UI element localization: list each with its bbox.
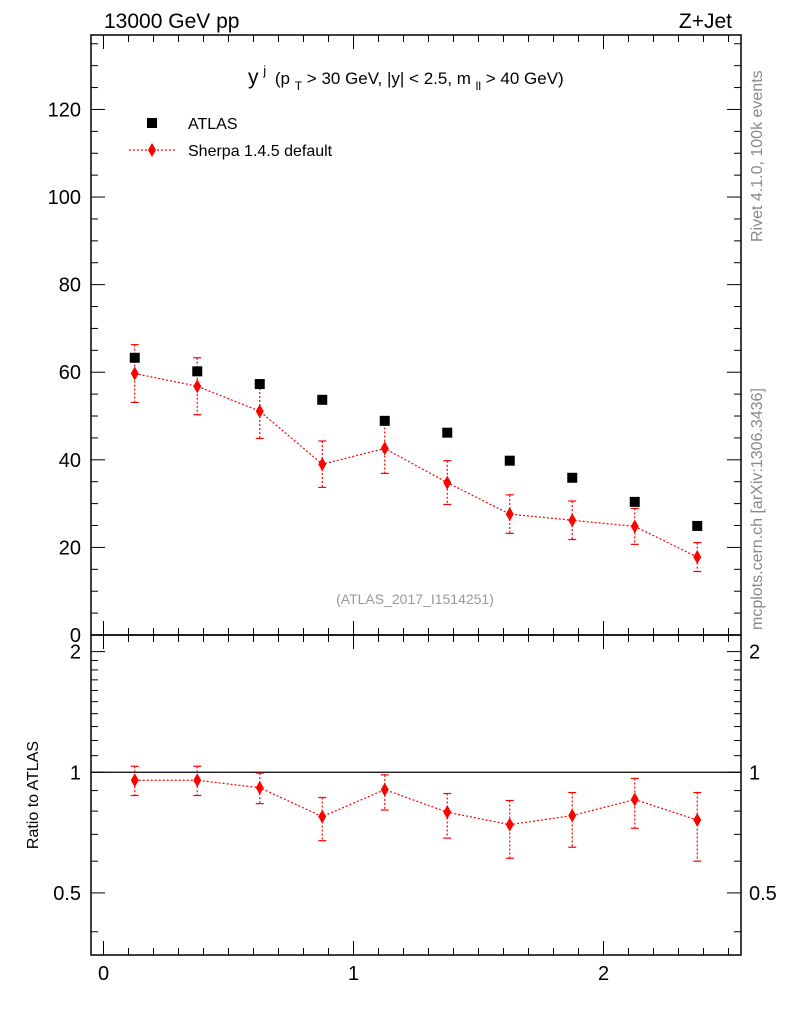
data-point — [129, 352, 140, 363]
data-point — [568, 513, 577, 528]
ratio-tick-label-right: 0.5 — [749, 883, 777, 905]
data-point — [630, 519, 639, 534]
legend-sherpa-label: Sherpa 1.4.5 default — [188, 143, 333, 160]
title-T: T — [295, 79, 303, 93]
data-point — [504, 455, 515, 466]
header-right: Z+Jet — [679, 10, 732, 33]
data-point — [318, 457, 327, 472]
title-p: (p — [275, 69, 290, 88]
rivet-label: Rivet 4.1.0, 100k events — [749, 70, 766, 242]
legend-atlas-label: ATLAS — [188, 116, 238, 133]
data-point — [192, 366, 203, 377]
ratio-sherpa-series — [130, 765, 702, 862]
source-label: mcplots.cern.ch [arXiv:1306.3436] — [749, 388, 766, 630]
x-tick-label: 2 — [598, 963, 609, 985]
ratio-y-ticks: 0.5 0.5 1 1 2 2 — [53, 642, 777, 933]
data-point — [629, 496, 640, 507]
y-tick-label: 120 — [48, 99, 81, 121]
ratio-tick-label-left: 1 — [70, 762, 81, 784]
legend: ATLAS Sherpa 1.4.5 default — [129, 116, 333, 160]
y-tick-label: 100 — [48, 187, 81, 209]
data-point — [567, 472, 578, 483]
data-point — [443, 805, 452, 820]
data-point — [380, 782, 389, 797]
data-point — [380, 441, 389, 456]
data-point — [255, 780, 264, 795]
x-tick-label: 0 — [98, 963, 109, 985]
data-point — [130, 773, 139, 788]
main-atlas-series — [129, 352, 703, 531]
legend-atlas-marker — [147, 118, 157, 128]
data-point — [442, 427, 453, 438]
series-line — [134, 779, 698, 826]
title-mid: > 30 GeV, |y| < 2.5, m — [307, 69, 471, 88]
data-point — [692, 520, 703, 531]
data-point — [317, 394, 328, 405]
data-point — [505, 817, 514, 832]
data-point — [193, 379, 202, 394]
data-point — [505, 507, 514, 522]
y-tick-label: 60 — [59, 362, 81, 384]
data-point — [193, 773, 202, 788]
data-point — [255, 404, 264, 419]
data-point — [254, 379, 265, 390]
data-point — [630, 792, 639, 807]
data-point — [693, 550, 702, 565]
main-title: y j (p T > 30 GeV, |y| < 2.5, m ll > 40 … — [248, 60, 564, 94]
ratio-ylabel: Ratio to ATLAS — [25, 741, 42, 849]
y-tick-label: 0 — [70, 625, 81, 647]
main-y-ticks: 0 20 40 60 80 100 120 — [48, 43, 741, 647]
y-tick-label: 40 — [59, 450, 81, 472]
ratio-tick-label-right: 1 — [749, 762, 760, 784]
ratio-panel-frame — [90, 634, 742, 956]
x-tick-label: 1 — [348, 963, 359, 985]
data-point — [693, 813, 702, 828]
data-point — [568, 808, 577, 823]
title-ll: ll — [476, 79, 481, 93]
ratio-tick-label-right: 2 — [749, 642, 760, 664]
data-point — [130, 366, 139, 381]
main-sherpa-series — [130, 344, 702, 573]
analysis-watermark: (ATLAS_2017_I1514251) — [336, 591, 494, 607]
data-point — [443, 475, 452, 490]
data-point — [379, 415, 390, 426]
y-tick-label: 80 — [59, 275, 81, 297]
ratio-tick-label-left: 0.5 — [53, 883, 81, 905]
main-x-ticks — [103, 35, 729, 635]
title-y: y — [248, 66, 259, 89]
series-line — [134, 372, 698, 558]
legend-sherpa-marker — [148, 143, 156, 157]
ratio-x-ticks: 0 1 2 — [98, 635, 729, 985]
title-j: j — [262, 63, 266, 78]
title-end: > 40 GeV) — [486, 69, 564, 88]
data-point — [318, 809, 327, 824]
header-left: 13000 GeV pp — [104, 10, 239, 33]
ratio-tick-label-left: 2 — [70, 642, 81, 664]
y-tick-label: 20 — [59, 537, 81, 559]
